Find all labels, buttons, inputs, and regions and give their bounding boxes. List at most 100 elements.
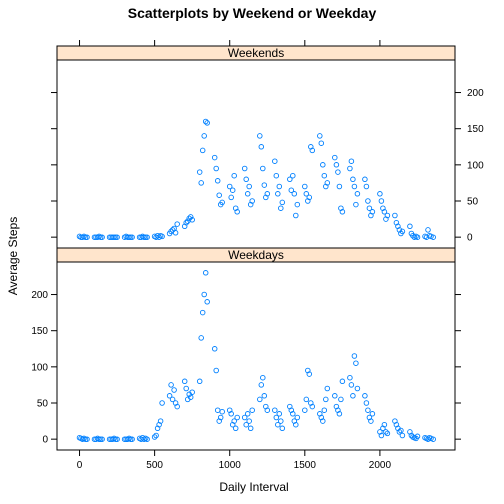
panel-frame-weekends bbox=[56, 59, 456, 249]
data-point bbox=[219, 408, 225, 415]
data-point bbox=[369, 411, 376, 417]
data-point bbox=[362, 393, 368, 399]
data-point bbox=[278, 418, 284, 424]
data-point bbox=[99, 436, 105, 442]
data-point bbox=[309, 403, 316, 410]
data-point bbox=[425, 436, 431, 442]
data-point bbox=[348, 158, 355, 164]
data-point bbox=[275, 421, 281, 428]
data-point bbox=[156, 234, 162, 240]
data-point bbox=[339, 209, 346, 215]
data-point bbox=[246, 183, 252, 190]
data-point bbox=[384, 430, 391, 437]
strip-label-weekdays: Weekdays bbox=[228, 248, 284, 262]
data-point bbox=[381, 209, 388, 215]
data-point bbox=[258, 144, 265, 150]
data-point bbox=[347, 374, 353, 381]
data-point bbox=[228, 411, 234, 417]
data-point bbox=[183, 385, 189, 392]
data-point bbox=[290, 172, 296, 179]
data-point bbox=[246, 418, 252, 424]
data-point bbox=[275, 191, 281, 197]
data-point bbox=[169, 227, 176, 233]
data-point bbox=[260, 165, 266, 172]
data-point bbox=[199, 147, 206, 154]
data-point bbox=[323, 396, 329, 403]
data-point bbox=[336, 411, 343, 417]
panels-group: Weekends 0 50 100 150 200 Weekdays 0 50 100 150 200… bbox=[31, 40, 484, 471]
y-tick-label: 100 bbox=[31, 362, 48, 373]
data-point bbox=[399, 432, 406, 439]
data-point bbox=[217, 414, 224, 421]
data-point bbox=[381, 421, 388, 428]
y-axis-title: Average Steps bbox=[6, 217, 20, 296]
strip-label-weekends: Weekends bbox=[228, 46, 284, 60]
data-point bbox=[318, 140, 325, 146]
data-point bbox=[261, 393, 268, 399]
data-point bbox=[166, 393, 173, 399]
data-point bbox=[273, 172, 280, 179]
data-point bbox=[339, 378, 346, 385]
data-point bbox=[369, 209, 376, 215]
data-point bbox=[168, 382, 174, 388]
data-point bbox=[234, 414, 240, 421]
data-point bbox=[378, 198, 385, 204]
data-point bbox=[365, 198, 371, 204]
data-point bbox=[430, 234, 436, 240]
y-tick-label: 0 bbox=[42, 435, 48, 446]
data-point bbox=[306, 371, 313, 377]
data-point bbox=[320, 162, 326, 168]
y-tick-label: 150 bbox=[467, 124, 484, 135]
data-point bbox=[260, 374, 266, 381]
x-axis-title: Daily Interval bbox=[219, 480, 288, 494]
data-point bbox=[264, 191, 271, 197]
data-point bbox=[351, 183, 358, 190]
data-point bbox=[324, 180, 331, 186]
data-point bbox=[174, 221, 180, 227]
data-point bbox=[196, 169, 203, 175]
data-point bbox=[287, 176, 293, 183]
data-point bbox=[249, 198, 255, 204]
data-point bbox=[354, 385, 361, 392]
data-point bbox=[157, 418, 164, 424]
data-point bbox=[362, 176, 368, 183]
data-point bbox=[198, 335, 204, 341]
data-point bbox=[378, 432, 385, 439]
data-point bbox=[243, 421, 249, 428]
data-point bbox=[350, 393, 356, 399]
data-point bbox=[174, 403, 180, 410]
data-point bbox=[201, 291, 207, 298]
data-point bbox=[276, 411, 283, 417]
data-point bbox=[338, 396, 344, 403]
data-point bbox=[204, 120, 210, 126]
data-point bbox=[189, 217, 195, 223]
data-point bbox=[144, 234, 150, 240]
x-tick-label: 1000 bbox=[219, 460, 242, 471]
data-point bbox=[353, 360, 359, 366]
data-point bbox=[231, 172, 237, 179]
x-tick-label: 2000 bbox=[369, 460, 392, 471]
data-point bbox=[351, 353, 358, 359]
x-tick-label: 500 bbox=[146, 460, 163, 471]
data-point bbox=[211, 346, 218, 352]
data-point bbox=[258, 382, 265, 388]
data-point bbox=[234, 209, 240, 215]
y-tick-label: 50 bbox=[37, 399, 49, 410]
data-point bbox=[383, 429, 389, 435]
data-point bbox=[216, 192, 222, 198]
data-point bbox=[348, 382, 355, 388]
data-point bbox=[129, 234, 135, 240]
data-point bbox=[368, 418, 374, 424]
data-point bbox=[153, 432, 159, 439]
data-point bbox=[293, 212, 299, 219]
data-point bbox=[99, 234, 105, 240]
data-point bbox=[335, 169, 341, 175]
data-point bbox=[278, 205, 284, 211]
data-point bbox=[231, 418, 237, 424]
data-point bbox=[213, 367, 219, 374]
data-point bbox=[320, 418, 326, 424]
data-point bbox=[302, 407, 308, 413]
data-point bbox=[172, 230, 179, 236]
data-point bbox=[219, 199, 225, 206]
data-point bbox=[353, 201, 359, 208]
